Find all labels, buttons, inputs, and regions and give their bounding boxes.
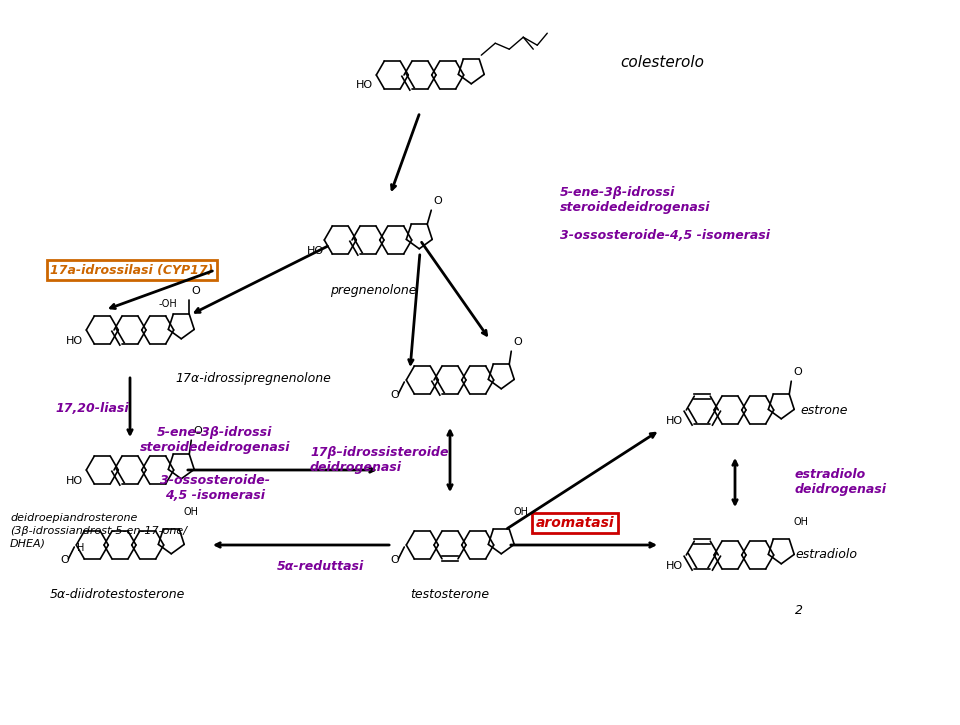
Text: DHEA): DHEA)	[10, 539, 46, 549]
Text: 5-ene-3β-idrossi
steroidedeidrogenasi: 5-ene-3β-idrossi steroidedeidrogenasi	[140, 426, 290, 454]
Text: O: O	[191, 286, 200, 297]
Text: O: O	[390, 390, 398, 400]
Text: 17a-idrossilasi (CYP17): 17a-idrossilasi (CYP17)	[50, 263, 213, 276]
Text: HO: HO	[356, 80, 373, 90]
Text: OH: OH	[514, 507, 528, 517]
Text: HO: HO	[666, 561, 684, 571]
Text: O: O	[60, 555, 69, 565]
Text: HO: HO	[307, 247, 324, 256]
Text: O: O	[793, 367, 802, 377]
Text: 17β–idrossisteroide
deidrogenasi: 17β–idrossisteroide deidrogenasi	[310, 446, 448, 474]
Text: HO: HO	[66, 336, 84, 347]
Text: 17,20-liasi: 17,20-liasi	[55, 402, 129, 415]
Text: O: O	[390, 555, 398, 565]
Text: testosterone: testosterone	[411, 589, 490, 602]
Text: 2: 2	[795, 603, 803, 616]
Text: deidroepiandrosterone: deidroepiandrosterone	[10, 513, 137, 523]
Text: aromatasi: aromatasi	[536, 516, 614, 530]
Text: 5α-diidrotestosterone: 5α-diidrotestosterone	[50, 589, 185, 602]
Text: (3β-idrossiandrost-5-en-17-one/: (3β-idrossiandrost-5-en-17-one/	[10, 526, 187, 536]
Text: OH: OH	[183, 507, 199, 517]
Text: HO: HO	[66, 476, 84, 486]
Text: pregnenolone: pregnenolone	[329, 283, 417, 297]
Text: -OH: -OH	[158, 299, 178, 309]
Text: 17α-idrossipregnenolone: 17α-idrossipregnenolone	[175, 371, 331, 384]
Text: O: O	[433, 196, 442, 206]
Text: O: O	[514, 337, 522, 347]
Text: estradiolo
deidrogenasi: estradiolo deidrogenasi	[795, 468, 887, 496]
Text: colesterolo: colesterolo	[620, 54, 704, 70]
Text: OH: OH	[793, 517, 808, 527]
Text: H: H	[77, 543, 84, 553]
Text: 5α-reduttasi: 5α-reduttasi	[276, 560, 364, 573]
Text: O: O	[193, 426, 202, 436]
Text: 3-ossosteroide-4,5 -isomerasi: 3-ossosteroide-4,5 -isomerasi	[560, 228, 770, 241]
Text: estrone: estrone	[800, 404, 848, 416]
Text: 5-ene-3β-idrossi
steroidedeidrogenasi: 5-ene-3β-idrossi steroidedeidrogenasi	[560, 186, 710, 214]
Text: estradiolo: estradiolo	[795, 549, 857, 561]
Text: HO: HO	[666, 416, 684, 426]
Text: 3-ossosteroide-
4,5 -isomerasi: 3-ossosteroide- 4,5 -isomerasi	[160, 474, 270, 502]
